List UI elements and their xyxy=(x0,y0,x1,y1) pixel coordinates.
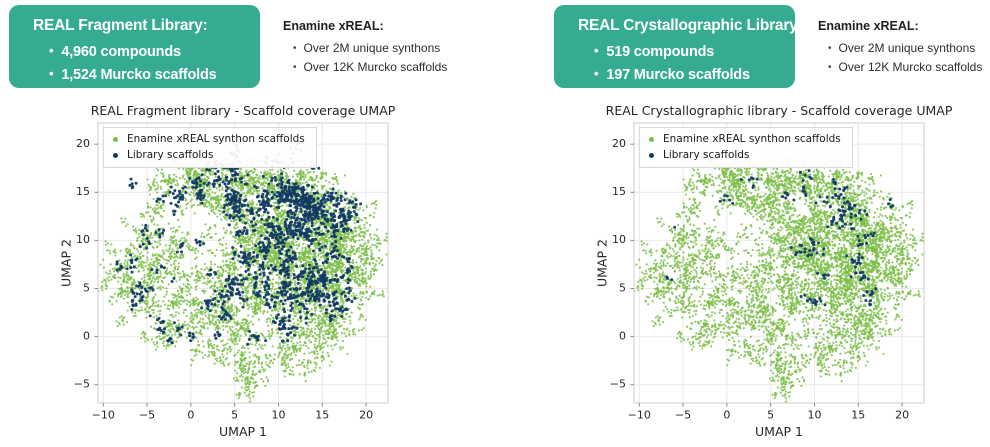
chart-legend: Enamine xREAL synthon scaffolds Library … xyxy=(103,127,317,168)
xreal-note-item-label: Over 2M unique synthons xyxy=(303,41,441,55)
legend-dot-icon xyxy=(113,136,118,142)
xreal-note-item: • Over 12K Murcko scaffolds xyxy=(293,58,447,77)
bullet-icon: • xyxy=(594,66,599,81)
xreal-note-list: • Over 2M unique synthons • Over 12K Murck… xyxy=(818,39,982,77)
xreal-note-title: Enamine xREAL: xyxy=(283,19,384,33)
chart-title: REAL Fragment library - Scaffold coverag… xyxy=(90,103,396,118)
library-info-item-label: 519 compounds xyxy=(606,44,715,60)
library-info-card: REAL Fragment Library: • 4,960 compounds … xyxy=(9,5,260,88)
library-info-card-title: REAL Crystallographic Library: xyxy=(578,17,803,34)
umap-chart-crystallographic: REAL Crystallographic library - Scaffold… xyxy=(594,100,952,447)
x-axis-label: UMAP 1 xyxy=(219,424,267,439)
bullet-icon: • xyxy=(293,43,297,54)
legend-item: Library scaffolds xyxy=(649,148,841,162)
legend-item: Enamine xREAL synthon scaffolds xyxy=(113,132,305,146)
xreal-note-item: • Over 2M unique synthons xyxy=(828,39,982,58)
bullet-icon: • xyxy=(828,43,832,54)
xreal-note-item: • Over 12K Murcko scaffolds xyxy=(828,58,982,77)
legend-item-label: Library scaffolds xyxy=(127,149,214,161)
xreal-note-title: Enamine xREAL: xyxy=(818,19,919,33)
library-info-item: • 197 Murcko scaffolds xyxy=(594,63,795,86)
x-axis-label: UMAP 1 xyxy=(755,424,803,439)
legend-dot-icon xyxy=(113,152,118,158)
umap-chart-fragment: REAL Fragment library - Scaffold coverag… xyxy=(58,100,396,447)
xreal-note-item-label: Over 2M unique synthons xyxy=(838,41,976,55)
legend-item: Library scaffolds xyxy=(113,148,305,162)
library-info-item-label: 197 Murcko scaffolds xyxy=(606,67,750,83)
xreal-note: Enamine xREAL: • Over 2M unique synthons … xyxy=(818,19,982,77)
library-info-item-label: 1,524 Murcko scaffolds xyxy=(61,67,217,83)
legend-dot-icon xyxy=(649,136,654,142)
library-info-item-label: 4,960 compounds xyxy=(61,44,181,60)
bullet-icon: • xyxy=(293,62,297,73)
bullet-icon: • xyxy=(594,43,599,58)
legend-item: Enamine xREAL synthon scaffolds xyxy=(649,132,841,146)
chart-title: REAL Crystallographic library - Scaffold… xyxy=(605,103,953,118)
legend-item-label: Enamine xREAL synthon scaffolds xyxy=(127,133,305,145)
xreal-note-item: • Over 2M unique synthons xyxy=(293,39,447,58)
bullet-icon: • xyxy=(49,43,54,58)
xreal-note: Enamine xREAL: • Over 2M unique synthons … xyxy=(283,19,447,77)
xreal-note-item-label: Over 12K Murcko scaffolds xyxy=(303,60,448,74)
xreal-note-list: • Over 2M unique synthons • Over 12K Murck… xyxy=(283,39,447,77)
y-axis-label: UMAP 2 xyxy=(594,239,610,287)
bullet-icon: • xyxy=(49,66,54,81)
y-axis-label: UMAP 2 xyxy=(58,239,74,287)
library-info-item: • 519 compounds xyxy=(594,40,795,63)
chart-legend: Enamine xREAL synthon scaffolds Library … xyxy=(639,127,853,168)
legend-item-label: Library scaffolds xyxy=(663,149,750,161)
library-info-item: • 1,524 Murcko scaffolds xyxy=(49,63,260,86)
library-info-list: • 4,960 compounds • 1,524 Murcko scaffolds xyxy=(9,40,260,86)
library-info-card-title: REAL Fragment Library: xyxy=(33,17,208,34)
library-info-card: REAL Crystallographic Library: • 519 comp… xyxy=(554,5,803,88)
bullet-icon: • xyxy=(828,62,832,73)
library-info-list: • 519 compounds • 197 Murcko scaffolds xyxy=(554,40,795,86)
xreal-note-item-label: Over 12K Murcko scaffolds xyxy=(838,60,983,74)
legend-item-label: Enamine xREAL synthon scaffolds xyxy=(663,133,841,145)
library-info-item: • 4,960 compounds xyxy=(49,40,260,63)
legend-dot-icon xyxy=(649,152,654,158)
